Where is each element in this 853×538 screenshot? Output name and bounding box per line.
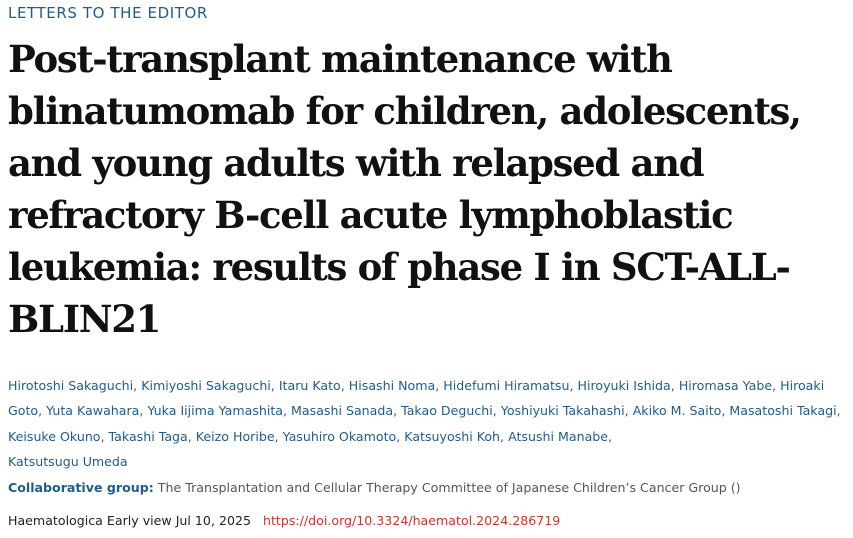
- author-separator: ,: [274, 428, 279, 444]
- author-separator: ,: [608, 428, 613, 444]
- author-separator: ,: [396, 428, 401, 444]
- author-link[interactable]: Yoshiyuki Takahashi: [500, 403, 625, 419]
- author-link[interactable]: Masatoshi Takagi: [729, 403, 837, 419]
- author-link[interactable]: Keizo Horibe: [195, 428, 275, 444]
- author-separator: ,: [139, 403, 144, 419]
- author-link[interactable]: Kimiyoshi Sakaguchi: [141, 378, 271, 393]
- author-link[interactable]: Hisashi Noma: [348, 378, 436, 393]
- section-label: LETTERS TO THE EDITOR: [8, 4, 208, 22]
- author-link[interactable]: Yasuhiro Okamoto: [282, 428, 397, 444]
- author-separator: ,: [100, 428, 105, 444]
- author-link[interactable]: Takashi Taga: [108, 428, 188, 444]
- article-title: Post-transplant maintenance with blinatu…: [8, 37, 802, 341]
- author-link[interactable]: Akiko M. Saito: [632, 403, 722, 419]
- author-separator: ,: [500, 428, 505, 444]
- author-link[interactable]: Hiromasa Yabe: [678, 378, 773, 393]
- author-separator: ,: [569, 378, 574, 393]
- author-separator: ,: [435, 378, 440, 393]
- author-link[interactable]: Hirotoshi Sakaguchi: [8, 378, 134, 393]
- author-separator: ,: [624, 403, 629, 419]
- author-link[interactable]: Katsuyoshi Koh: [404, 428, 501, 444]
- publication-info: Haematologica Early view Jul 10, 2025 ht…: [8, 511, 560, 531]
- collaborative-group-name: The Transplantation and Cellular Therapy…: [157, 480, 741, 495]
- author-link[interactable]: Masashi Sanada: [291, 403, 394, 419]
- author-link[interactable]: Hiroaki Goto: [8, 378, 825, 419]
- author-link[interactable]: Keisuke Okuno: [8, 428, 101, 444]
- author-separator: ,: [721, 403, 726, 419]
- author-separator: ,: [772, 378, 777, 393]
- journal-line: Haematologica Early view Jul 10, 2025: [8, 513, 251, 528]
- author-separator: ,: [187, 428, 192, 444]
- author-link[interactable]: Yuta Kawahara: [46, 403, 140, 419]
- author-link[interactable]: Katsutsugu Umeda: [8, 453, 128, 469]
- author-list: Hirotoshi Sakaguchi, Kimiyoshi Sakaguchi…: [8, 373, 853, 474]
- author-link[interactable]: Hiroyuki Ishida: [577, 378, 671, 393]
- collaborative-group: Collaborative group: The Transplantation…: [8, 478, 853, 498]
- author-separator: ,: [836, 403, 841, 419]
- author-separator: ,: [492, 403, 497, 419]
- author-separator: ,: [133, 378, 138, 393]
- author-link[interactable]: Takao Deguchi: [401, 403, 493, 419]
- author-separator: ,: [340, 378, 345, 393]
- author-link[interactable]: Atsushi Manabe: [508, 428, 609, 444]
- collaborative-group-label: Collaborative group:: [8, 480, 154, 495]
- author-separator: ,: [270, 378, 275, 393]
- author-separator: ,: [393, 403, 398, 419]
- doi-link[interactable]: https://doi.org/10.3324/haematol.2024.28…: [263, 513, 561, 528]
- author-link[interactable]: Yuka Iijima Yamashita: [147, 403, 284, 419]
- author-separator: ,: [283, 403, 288, 419]
- author-link[interactable]: Hidefumi Hiramatsu: [443, 378, 570, 393]
- author-link[interactable]: Itaru Kato: [278, 378, 341, 393]
- author-separator: ,: [38, 403, 43, 419]
- author-separator: ,: [670, 378, 675, 393]
